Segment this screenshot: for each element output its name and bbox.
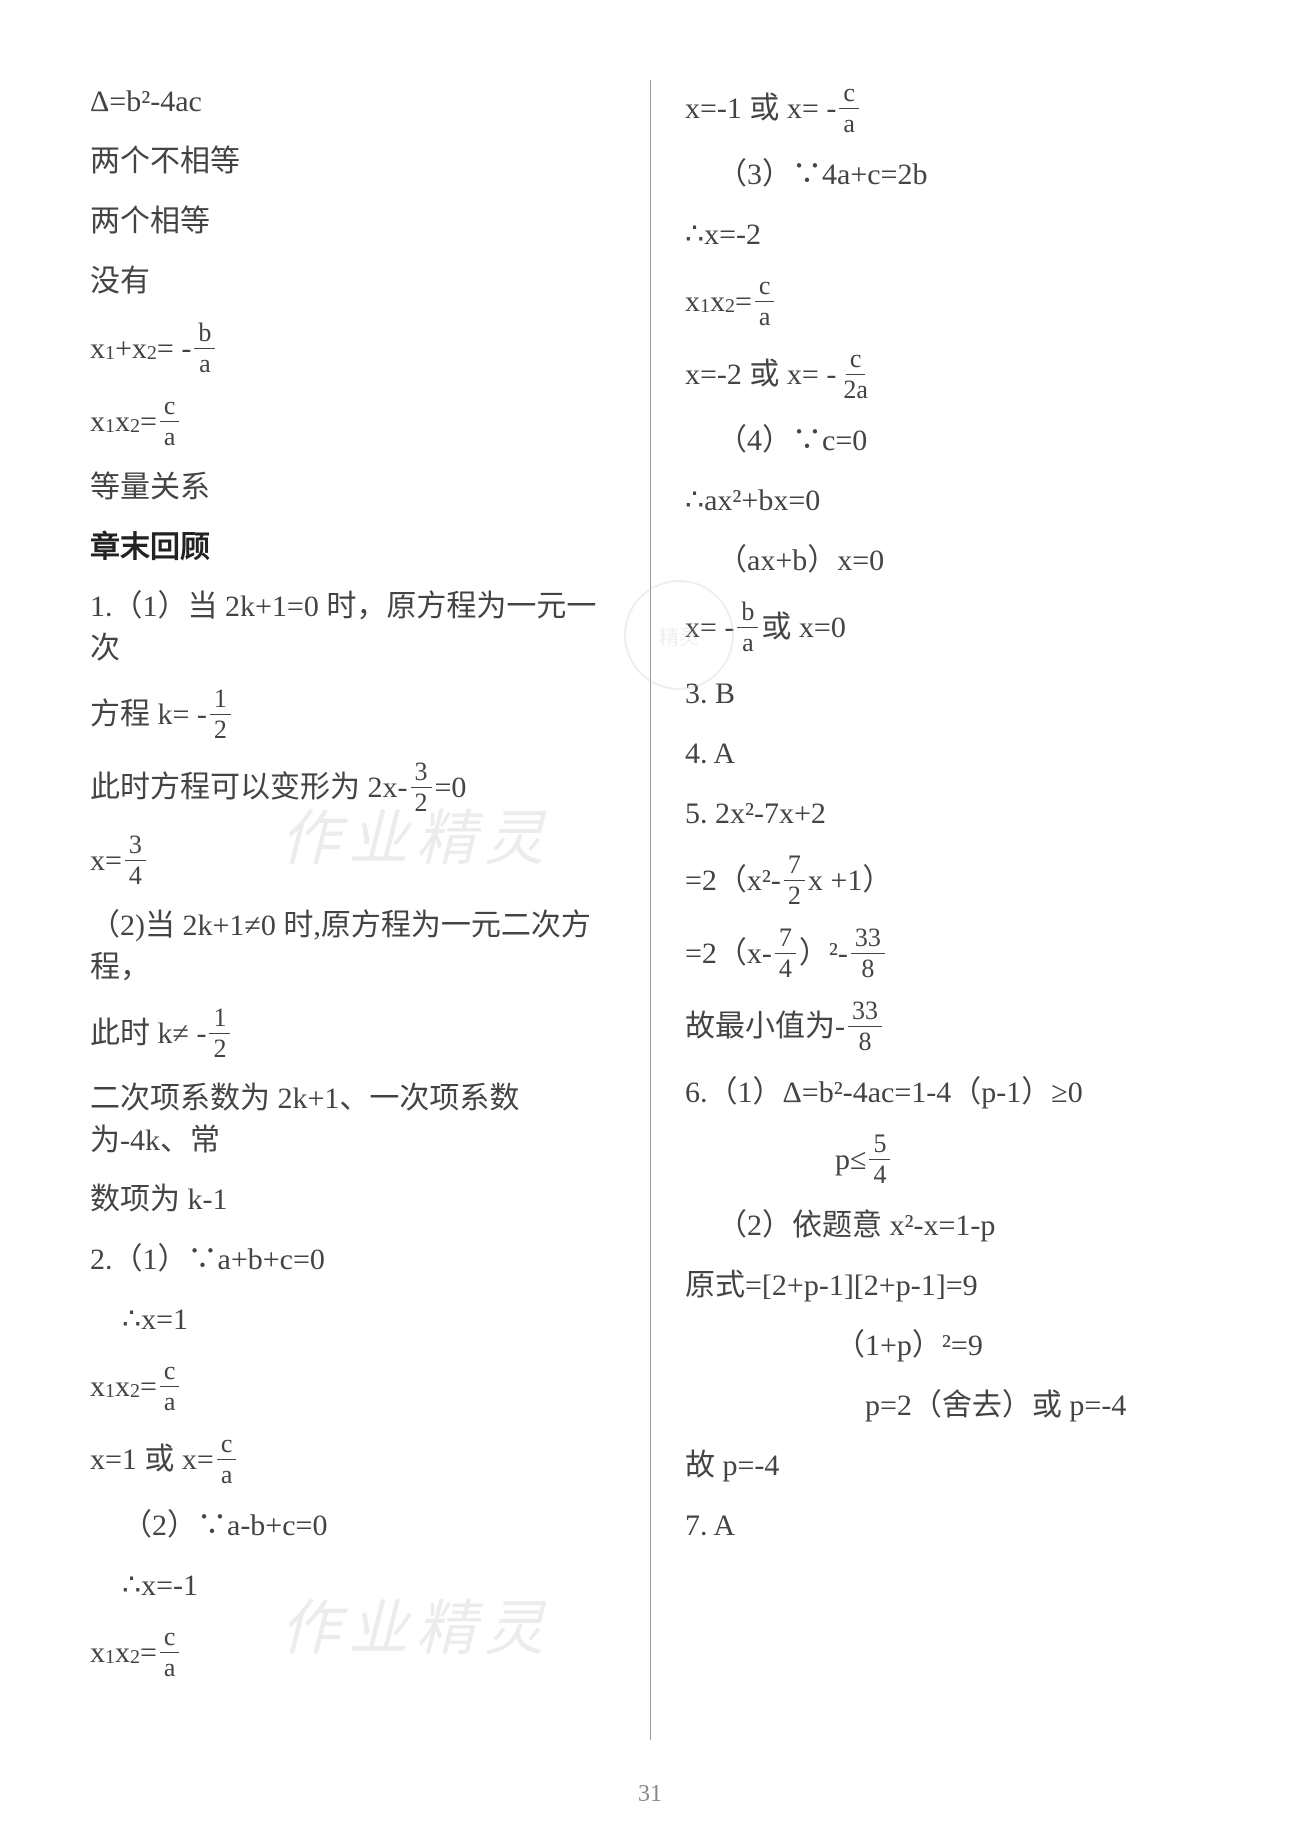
text-line: p=2（舍去）或 p=-4: [685, 1384, 1210, 1428]
text-line: （1+p）²=9: [685, 1324, 1210, 1368]
text-line: （3）∵4a+c=2b: [685, 153, 1210, 197]
text-line: 两个不相等: [90, 140, 615, 184]
text-line: （4）∵c=0: [685, 419, 1210, 463]
text-line: 没有: [90, 260, 615, 304]
text-line: 故 p=-4: [685, 1444, 1210, 1488]
text-line: 两个相等: [90, 200, 615, 244]
text-line: x1x2=ca: [90, 1358, 615, 1415]
text-line: ∴ax²+bx=0: [685, 479, 1210, 523]
text-line: x= -ba或 x=0: [685, 599, 1210, 656]
text-line: （ax+b）x=0: [685, 539, 1210, 583]
text-line: 二次项系数为 2k+1、一次项系数为-4k、常: [90, 1078, 615, 1162]
text-line: x1x2=ca: [90, 1624, 615, 1681]
text-line: （2）∵a-b+c=0: [90, 1504, 615, 1548]
right-column: x=-1 或 x= -ca （3）∵4a+c=2b ∴x=-2 x1x2=ca x=-2…: [650, 80, 1210, 1740]
text-line: x=-1 或 x= -ca: [685, 80, 1210, 137]
text-line: x=1 或 x=ca: [90, 1431, 615, 1488]
text-line: x=34: [90, 832, 615, 889]
text-line: 2.（1）∵a+b+c=0: [90, 1238, 615, 1282]
text-line: x=-2 或 x= -c2a: [685, 346, 1210, 403]
text-line: 原式=[2+p-1][2+p-1]=9: [685, 1264, 1210, 1308]
text-line: p≤54: [685, 1131, 1210, 1188]
text-line: ∴x=1: [90, 1298, 615, 1342]
text-line: 3. B: [685, 672, 1210, 716]
content-columns: Δ=b²-4ac 两个不相等两个相等没有 x1+x2= -ba x1x2=ca 等量关系…: [90, 80, 1210, 1740]
text-line: 此时方程可以变形为 2x-32 =0: [90, 759, 615, 816]
text-line: （2）依题意 x²-x=1-p: [685, 1204, 1210, 1248]
text-line: （2)当 2k+1≠0 时,原方程为一元二次方程，: [90, 905, 615, 989]
text-line: ∴x=-1: [90, 1564, 615, 1608]
text-line: ∴x=-2: [685, 213, 1210, 257]
text-line: 7. A: [685, 1504, 1210, 1548]
text-line: Δ=b²-4ac: [90, 80, 615, 124]
text-line: 故最小值为-338: [685, 998, 1210, 1055]
text-line: 章末回顾: [90, 526, 615, 570]
text-line: x1x2=ca: [685, 273, 1210, 330]
text-line: 6.（1）Δ=b²-4ac=1-4（p-1）≥0: [685, 1071, 1210, 1115]
page-number: 31: [638, 1781, 662, 1808]
text-line: 此时 k≠ -12: [90, 1005, 615, 1062]
text-line: 等量关系: [90, 466, 615, 510]
text-line: x1x2=ca: [90, 393, 615, 450]
text-line: =2（x-74）²-338: [685, 925, 1210, 982]
text-line: x1+x2= -ba: [90, 320, 615, 377]
text-line: 方程 k= -12: [90, 686, 615, 743]
text-line: 1.（1）当 2k+1=0 时，原方程为一元一次: [90, 586, 615, 670]
text-line: =2（x²-72 x +1）: [685, 852, 1210, 909]
text-line: 数项为 k-1: [90, 1178, 615, 1222]
column-divider: [650, 80, 651, 1740]
text-line: 4. A: [685, 732, 1210, 776]
text-line: 5. 2x²-7x+2: [685, 792, 1210, 836]
left-column: Δ=b²-4ac 两个不相等两个相等没有 x1+x2= -ba x1x2=ca 等量关系…: [90, 80, 650, 1740]
